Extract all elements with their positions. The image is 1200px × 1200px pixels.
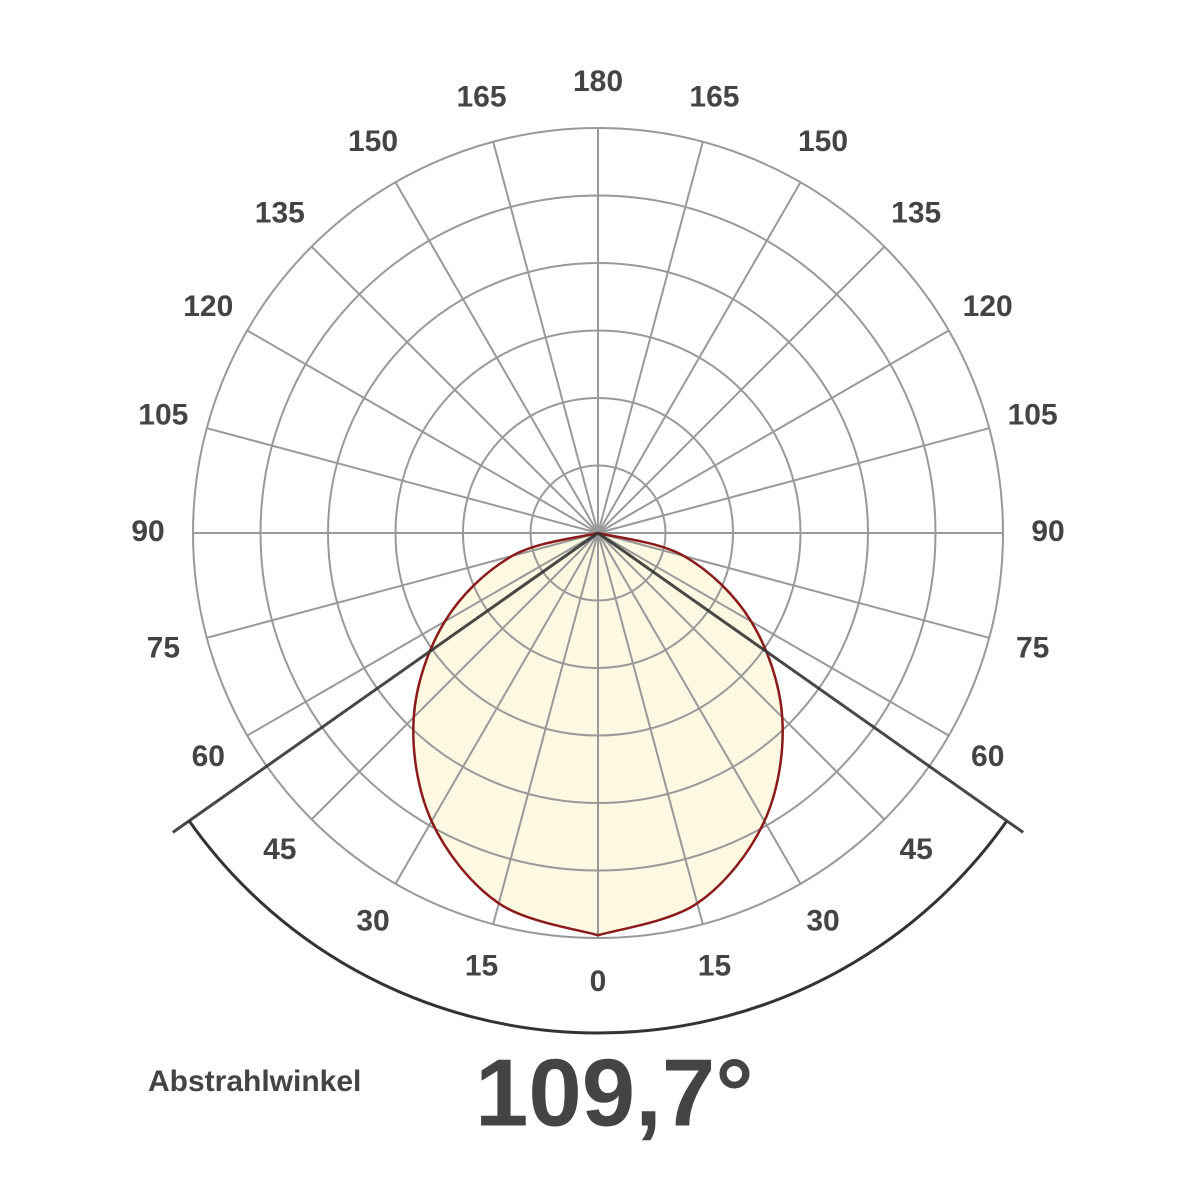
grid-spoke xyxy=(206,532,599,639)
angle-label: 165 xyxy=(457,80,507,113)
angle-label: 150 xyxy=(348,125,398,158)
grid-spoke xyxy=(597,532,886,821)
angle-label: 30 xyxy=(356,905,389,938)
grid-layer xyxy=(192,127,1004,939)
grid-spoke xyxy=(206,427,599,534)
angle-label: 60 xyxy=(971,740,1004,773)
grid-spoke xyxy=(394,181,599,534)
angle-label: 15 xyxy=(465,950,498,983)
angle-label: 60 xyxy=(192,740,225,773)
angle-label: 45 xyxy=(263,833,296,866)
angle-label: 0 xyxy=(590,965,607,998)
grid-spoke xyxy=(597,329,950,534)
light-area xyxy=(413,533,598,936)
grid-spoke xyxy=(246,532,599,737)
beam-angle-value: 109,7° xyxy=(475,1039,754,1146)
grid-spoke xyxy=(492,141,599,534)
angle-label: 135 xyxy=(255,197,305,230)
angle-label: 180 xyxy=(573,65,623,98)
grid-spoke xyxy=(597,427,990,534)
angle-label: 120 xyxy=(183,290,233,323)
grid-spoke xyxy=(492,532,599,925)
angle-label: 30 xyxy=(806,905,839,938)
angle-label: 120 xyxy=(963,290,1013,323)
label-layer: 0 15 15 30 30 45 45 60 60 75 75 90 90 105 105 120 120 135… xyxy=(131,65,1064,998)
grid-spoke xyxy=(597,245,886,534)
grid-spoke xyxy=(394,532,599,885)
grid-spoke xyxy=(597,181,802,534)
angle-label: 135 xyxy=(891,197,941,230)
light-curve xyxy=(412,531,599,937)
angle-label: 90 xyxy=(131,515,164,548)
angle-label: 15 xyxy=(698,950,731,983)
angle-label: 165 xyxy=(689,80,739,113)
grid-spoke xyxy=(310,532,599,821)
grid-spoke xyxy=(597,532,990,639)
curve-layer xyxy=(171,531,1025,1035)
beam-arc xyxy=(187,819,1009,1035)
angle-label: 150 xyxy=(798,125,848,158)
angle-label: 45 xyxy=(900,833,933,866)
light-area xyxy=(598,533,783,936)
beam-angle-label: Abstrahlwinkel xyxy=(148,1065,361,1098)
grid-spoke xyxy=(597,141,704,534)
angle-label: 75 xyxy=(147,631,180,664)
grid-spoke xyxy=(597,532,950,737)
beam-line xyxy=(597,531,1025,834)
beam-line xyxy=(171,531,599,834)
light-curve xyxy=(597,531,784,937)
angle-label: 90 xyxy=(1031,515,1064,548)
angle-label: 75 xyxy=(1016,631,1049,664)
angle-label: 105 xyxy=(1008,398,1058,431)
angle-label: 105 xyxy=(138,398,188,431)
grid-spoke xyxy=(597,532,704,925)
grid-spoke xyxy=(597,532,802,885)
grid-spoke xyxy=(310,245,599,534)
fill-layer xyxy=(413,533,783,936)
grid-spoke xyxy=(246,329,599,534)
